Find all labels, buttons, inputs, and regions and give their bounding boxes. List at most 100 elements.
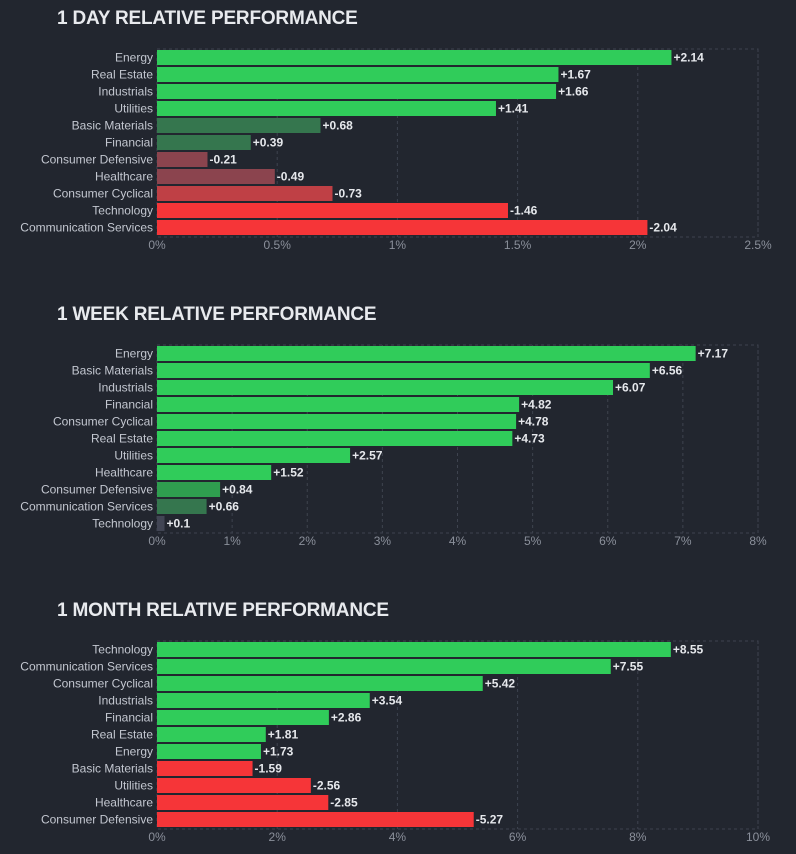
x-tick-label: 1%: [389, 238, 407, 252]
bar[interactable]: [157, 67, 559, 82]
bar[interactable]: [157, 448, 351, 463]
value-label: +0.68: [322, 119, 353, 133]
bar[interactable]: [157, 380, 614, 395]
value-label: +0.84: [222, 483, 253, 497]
x-tick-label: 7%: [674, 534, 692, 548]
category-label: Healthcare: [95, 466, 153, 480]
bar[interactable]: [157, 203, 508, 218]
x-tick-label: 1.5%: [504, 238, 532, 252]
value-label: -0.73: [334, 187, 362, 201]
category-label: Industrials: [98, 694, 153, 708]
category-label: Communication Services: [20, 221, 153, 235]
value-label: +4.78: [518, 415, 549, 429]
bar[interactable]: [157, 135, 251, 150]
value-label: +6.56: [652, 364, 683, 378]
category-label: Technology: [92, 517, 153, 531]
bar[interactable]: [157, 220, 648, 235]
bar-chart-1week: 0% 1% 2% 3% 4% 5% 6% 7% 8% Energy +7.17 Basic Mater…: [20, 344, 767, 548]
x-tick-label: 0%: [148, 830, 166, 844]
value-label: +1.52: [273, 466, 304, 480]
category-label: Basic Materials: [72, 119, 153, 133]
value-label: -2.85: [330, 796, 358, 810]
value-label: -2.56: [313, 779, 341, 793]
value-label: +7.17: [698, 347, 729, 361]
bar[interactable]: [157, 812, 474, 827]
x-tick-label: 2%: [629, 238, 647, 252]
category-label: Consumer Cyclical: [53, 415, 153, 429]
bar[interactable]: [157, 101, 496, 116]
x-tick-label: 5%: [524, 534, 542, 548]
bar[interactable]: [157, 761, 253, 776]
bar[interactable]: [157, 744, 261, 759]
category-label: Real Estate: [91, 728, 153, 742]
bar-chart-1day: 0% 0.5% 1% 1.5% 2% 2.5% Energy +2.14 Real Estate…: [20, 48, 772, 252]
value-label: +1.41: [498, 102, 529, 116]
x-tick-label: 8%: [749, 534, 767, 548]
x-tick-label: 6%: [509, 830, 527, 844]
value-label: +1.73: [263, 745, 294, 759]
bar[interactable]: [157, 118, 321, 133]
category-label: Basic Materials: [72, 762, 153, 776]
bar[interactable]: [157, 795, 329, 810]
value-label: +4.73: [514, 432, 545, 446]
value-label: +7.55: [613, 660, 644, 674]
bar[interactable]: [157, 710, 329, 725]
category-label: Healthcare: [95, 170, 153, 184]
chart-title: 1 DAY RELATIVE PERFORMANCE: [57, 8, 358, 29]
bar[interactable]: [157, 169, 275, 184]
bar[interactable]: [157, 676, 483, 691]
category-label: Consumer Defensive: [41, 153, 153, 167]
chart-panel-1month: 1 MONTH RELATIVE PERFORMANCE 0% 2% 4% 6% 8% 1…: [0, 600, 796, 854]
category-label: Consumer Defensive: [41, 483, 153, 497]
category-label: Basic Materials: [72, 364, 153, 378]
value-label: +1.67: [560, 68, 591, 82]
category-label: Communication Services: [20, 500, 153, 514]
bar[interactable]: [157, 152, 208, 167]
bar[interactable]: [157, 499, 207, 514]
x-tick-label: 3%: [374, 534, 392, 548]
bar[interactable]: [157, 693, 370, 708]
x-tick-label: 4%: [389, 830, 407, 844]
bar[interactable]: [157, 431, 513, 446]
bar[interactable]: [157, 84, 557, 99]
category-label: Real Estate: [91, 432, 153, 446]
x-tick-label: 0%: [148, 534, 166, 548]
bar[interactable]: [157, 346, 696, 361]
bar[interactable]: [157, 482, 221, 497]
category-label: Real Estate: [91, 68, 153, 82]
bar[interactable]: [157, 516, 165, 531]
bar[interactable]: [157, 50, 672, 65]
category-label: Consumer Cyclical: [53, 187, 153, 201]
category-label: Technology: [92, 204, 153, 218]
category-label: Industrials: [98, 85, 153, 99]
category-label: Communication Services: [20, 660, 153, 674]
bar[interactable]: [157, 186, 333, 201]
value-label: +0.39: [253, 136, 284, 150]
chart-panel-1day: 1 DAY RELATIVE PERFORMANCE 0% 0.5% 1% 1.5% 2…: [0, 8, 796, 268]
bar[interactable]: [157, 778, 311, 793]
x-tick-label: 2%: [299, 534, 317, 548]
bar[interactable]: [157, 414, 517, 429]
x-tick-label: 1%: [223, 534, 241, 548]
x-tick-label: 2%: [269, 830, 287, 844]
category-label: Financial: [105, 398, 153, 412]
bar[interactable]: [157, 659, 611, 674]
category-label: Utilities: [114, 449, 153, 463]
x-tick-label: 8%: [629, 830, 647, 844]
value-label: +3.54: [372, 694, 403, 708]
bar[interactable]: [157, 727, 266, 742]
value-label: +1.66: [558, 85, 589, 99]
category-label: Utilities: [114, 779, 153, 793]
bar[interactable]: [157, 397, 520, 412]
bar[interactable]: [157, 465, 272, 480]
x-tick-label: 10%: [746, 830, 770, 844]
bar[interactable]: [157, 363, 650, 378]
bar[interactable]: [157, 642, 671, 657]
chart-title: 1 MONTH RELATIVE PERFORMANCE: [57, 600, 389, 621]
category-label: Industrials: [98, 381, 153, 395]
category-label: Consumer Cyclical: [53, 677, 153, 691]
value-label: -0.21: [209, 153, 237, 167]
value-label: -0.49: [277, 170, 305, 184]
bar-chart-1month: 0% 2% 4% 6% 8% 10% Technology +8.55 Communicatio…: [20, 640, 770, 844]
category-label: Utilities: [114, 102, 153, 116]
